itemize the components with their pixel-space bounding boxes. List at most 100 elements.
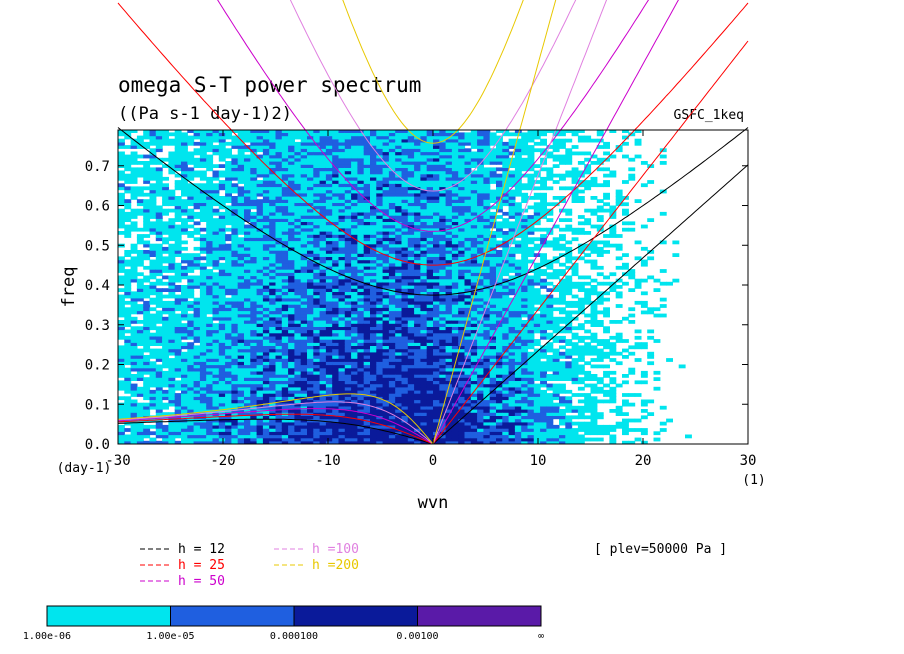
heat-cell <box>344 323 352 327</box>
heat-cell <box>288 409 295 413</box>
heat-cell <box>181 307 188 312</box>
heat-cell <box>225 355 232 359</box>
heat-cell <box>281 272 289 277</box>
heat-cell <box>155 396 163 401</box>
heat-cell <box>269 148 277 153</box>
heat-cell <box>420 189 428 194</box>
heat-cell <box>351 288 358 292</box>
heat-cell <box>199 323 207 327</box>
heat-cell <box>344 326 352 331</box>
heat-cell <box>351 208 358 213</box>
heat-cell <box>382 291 390 296</box>
heat-cell <box>218 132 226 137</box>
heat-cell <box>445 326 453 331</box>
heat-cell <box>401 256 409 261</box>
heat-cell <box>388 297 396 302</box>
heat-cell <box>445 294 453 299</box>
heat-cell <box>319 281 327 286</box>
heat-cell <box>250 262 258 267</box>
heat-cell <box>388 138 396 143</box>
heat-cell <box>250 332 258 337</box>
heat-cell <box>357 186 365 191</box>
heat-cell <box>414 415 421 420</box>
heat-cell <box>370 243 377 248</box>
heat-cell <box>445 386 453 391</box>
heat-cell <box>250 428 258 432</box>
heat-cell <box>199 218 207 222</box>
heat-cell <box>395 192 403 197</box>
heat-cell <box>130 256 138 261</box>
heat-cell <box>433 415 440 420</box>
heat-cell <box>212 428 220 432</box>
heat-cell <box>370 335 377 340</box>
heat-cell <box>149 275 157 280</box>
heat-cell <box>294 393 302 397</box>
heat-cell <box>262 370 270 375</box>
heat-cell <box>388 342 396 346</box>
heat-cell <box>344 265 352 270</box>
heat-cell <box>136 367 144 372</box>
heat-cell <box>370 218 377 222</box>
heat-cell <box>407 275 415 280</box>
heat-cell <box>256 180 264 184</box>
heat-cell <box>420 304 428 308</box>
heat-cell <box>237 323 245 327</box>
heat-cell <box>288 421 295 426</box>
heat-cell <box>199 332 207 337</box>
heat-cell <box>181 231 188 235</box>
heat-cell <box>199 265 207 270</box>
heat-cell <box>363 313 371 318</box>
heat-cell <box>445 310 453 315</box>
heat-cell <box>307 409 314 413</box>
heat-cell <box>225 351 232 356</box>
heat-cell <box>401 170 409 175</box>
heat-cell <box>376 224 384 229</box>
heat-cell <box>325 246 333 251</box>
heat-cell <box>357 364 365 369</box>
heat-cell <box>149 135 157 140</box>
heat-cell <box>256 307 264 312</box>
heat-cell <box>313 157 321 162</box>
heat-cell <box>433 304 440 308</box>
heat-cell <box>231 345 239 350</box>
heat-cell <box>445 361 453 366</box>
heat-cell <box>281 313 289 318</box>
heat-cell <box>130 269 138 273</box>
heat-cell <box>256 313 264 318</box>
heat-cell <box>212 402 220 407</box>
heat-cell <box>344 300 352 305</box>
heat-cell <box>275 428 283 432</box>
heat-cell <box>187 355 195 359</box>
heat-cell <box>414 307 421 312</box>
heat-cell <box>269 173 277 178</box>
heat-cell <box>300 202 308 207</box>
heat-cell <box>319 434 327 439</box>
heat-cell <box>294 161 302 165</box>
heat-cell <box>294 389 302 394</box>
heat-cell <box>338 380 346 385</box>
heat-cell <box>225 265 232 270</box>
heat-cell <box>363 265 371 270</box>
heat-cell <box>256 186 264 191</box>
heat-cell <box>451 310 459 315</box>
heat-cell <box>300 307 308 312</box>
heat-cell <box>149 250 157 254</box>
heat-cell <box>445 370 453 375</box>
heat-cell <box>218 218 226 222</box>
heat-cell <box>294 205 302 210</box>
heat-cell <box>136 291 144 296</box>
heat-cell <box>325 355 333 359</box>
heat-cell <box>420 202 428 207</box>
heat-cell <box>451 278 459 283</box>
heat-cell <box>181 240 188 245</box>
heat-cell <box>206 294 214 299</box>
heat-cell <box>401 332 409 337</box>
heat-cell <box>325 199 333 203</box>
heat-cell <box>294 243 302 248</box>
heat-cell <box>382 421 390 426</box>
heat-cell <box>420 196 428 200</box>
heat-cell <box>433 224 440 229</box>
heat-cell <box>199 304 207 308</box>
heat-cell <box>344 405 352 410</box>
heat-cell <box>262 186 270 191</box>
